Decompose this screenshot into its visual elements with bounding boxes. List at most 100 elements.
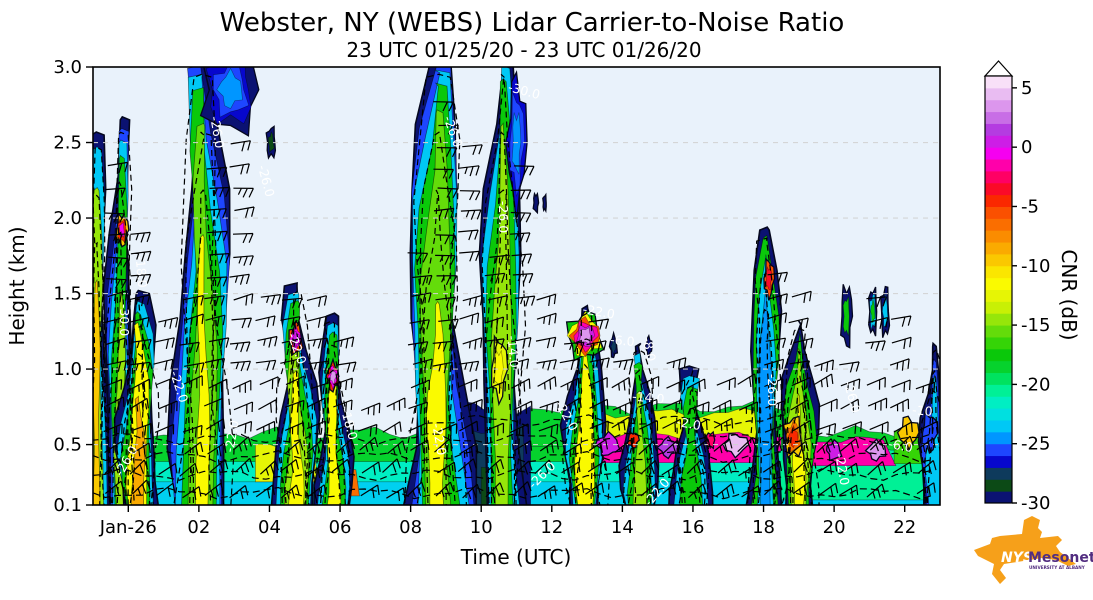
contour-label: -22.0	[832, 452, 852, 487]
wind-barb	[816, 438, 836, 454]
wind-barb	[108, 256, 129, 268]
wind-barb	[537, 376, 557, 390]
wind-barb	[256, 420, 276, 435]
wind-barb	[310, 381, 331, 395]
wind-barb	[438, 318, 459, 330]
wind-barb	[716, 377, 736, 391]
colorbar-segment	[985, 218, 1012, 231]
wind-barb	[509, 232, 531, 243]
colorbar-tick-label: -20	[1021, 374, 1050, 395]
x-tick-label: 04	[258, 517, 281, 538]
wind-barb	[260, 294, 282, 306]
chart-subtitle: 23 UTC 01/25/20 - 23 UTC 01/26/20	[346, 38, 701, 62]
wind-barb	[613, 358, 634, 370]
wind-barb	[615, 461, 636, 476]
wind-barb	[537, 485, 557, 500]
wind-barb	[281, 297, 303, 309]
wind-barb	[514, 295, 536, 307]
wind-barb	[255, 359, 277, 371]
wind-barb	[458, 378, 478, 392]
wind-barb	[688, 419, 708, 433]
logo-nys-text: NYS	[1001, 550, 1033, 566]
colorbar-segment	[985, 76, 1012, 89]
plume-contour-fill	[93, 278, 101, 505]
wind-barb	[486, 380, 507, 394]
wind-barbs	[102, 101, 939, 501]
wind-barb	[179, 341, 200, 353]
wind-speed-contour	[484, 131, 522, 505]
colorbar-extend-arrow	[983, 60, 1014, 77]
wind-barb	[840, 378, 861, 391]
wind-barb	[458, 229, 479, 241]
contour-label: -22.0	[221, 419, 241, 454]
wind-barb	[306, 295, 328, 308]
wind-barb	[106, 360, 127, 372]
wind-speed-contour	[752, 272, 779, 505]
wind-barb	[484, 316, 505, 329]
contour-core-blob	[842, 296, 850, 336]
wind-barb	[767, 293, 788, 306]
wind-barb	[154, 337, 175, 350]
colorbar-segment	[985, 301, 1012, 314]
wind-barb	[916, 482, 936, 497]
wind-barb	[435, 481, 455, 498]
wind-barb	[839, 462, 859, 477]
wind-barb	[333, 377, 353, 391]
wind-barb	[130, 250, 152, 262]
wind-barb	[204, 482, 224, 498]
wind-barb	[129, 316, 150, 329]
wind-barb	[868, 317, 889, 330]
wind-barb	[331, 458, 351, 474]
wind-barb	[285, 375, 305, 389]
plume-contour-fill	[490, 122, 513, 505]
wind-barb	[661, 463, 681, 478]
wind-barb	[158, 317, 179, 329]
wind-barb	[382, 458, 401, 473]
wind-barb	[588, 318, 610, 330]
colorbar-tick-label: -30	[1021, 493, 1050, 514]
contour-label: -26.0	[765, 374, 780, 406]
wind-speed-contour	[632, 390, 649, 505]
wind-barb	[484, 422, 505, 436]
wind-barb	[408, 422, 428, 436]
wind-barb	[513, 400, 533, 414]
wind-barb	[589, 398, 609, 413]
wind-speed-contour	[93, 145, 111, 505]
wind-barb	[737, 437, 757, 453]
colorbar-tick-label: -25	[1021, 434, 1050, 455]
wind-barb	[334, 422, 355, 436]
wind-barb	[866, 483, 886, 499]
colorbar-segment	[985, 230, 1012, 243]
colorbar-segment	[985, 87, 1012, 101]
wind-barb	[611, 416, 631, 431]
wind-barb	[459, 165, 480, 177]
wind-barb	[336, 438, 356, 455]
wind-barb	[284, 421, 305, 435]
x-axis-ticks: Jan-26 02 04 06 08 10 12 14 16 18 20 22	[99, 505, 916, 538]
wind-speed-contour	[622, 349, 654, 505]
wind-barb	[866, 296, 887, 308]
colorbar-segment	[985, 396, 1012, 409]
wind-barb	[306, 420, 327, 434]
contour-core-blob	[216, 67, 243, 109]
wind-barb	[662, 439, 681, 455]
contour-label: -14.0	[632, 389, 666, 407]
wind-barb	[890, 398, 910, 412]
wind-barb	[406, 481, 426, 498]
wind-barb	[411, 274, 433, 286]
contour-label: -10	[912, 402, 934, 419]
wind-barb	[509, 358, 530, 371]
wind-speed-contour	[677, 388, 706, 505]
wind-barb	[764, 358, 785, 371]
wind-barb	[361, 461, 381, 476]
wind-barb	[763, 480, 783, 496]
wind-barb	[438, 124, 459, 135]
wind-barb	[662, 480, 681, 496]
colorbar-segment	[985, 206, 1012, 219]
contour-label: -8.0	[640, 336, 659, 363]
x-tick-label: Jan-26	[99, 517, 157, 538]
x-axis-label: Time (UTC)	[460, 545, 572, 569]
colorbar-segment	[985, 242, 1012, 255]
wind-barb	[712, 399, 732, 413]
